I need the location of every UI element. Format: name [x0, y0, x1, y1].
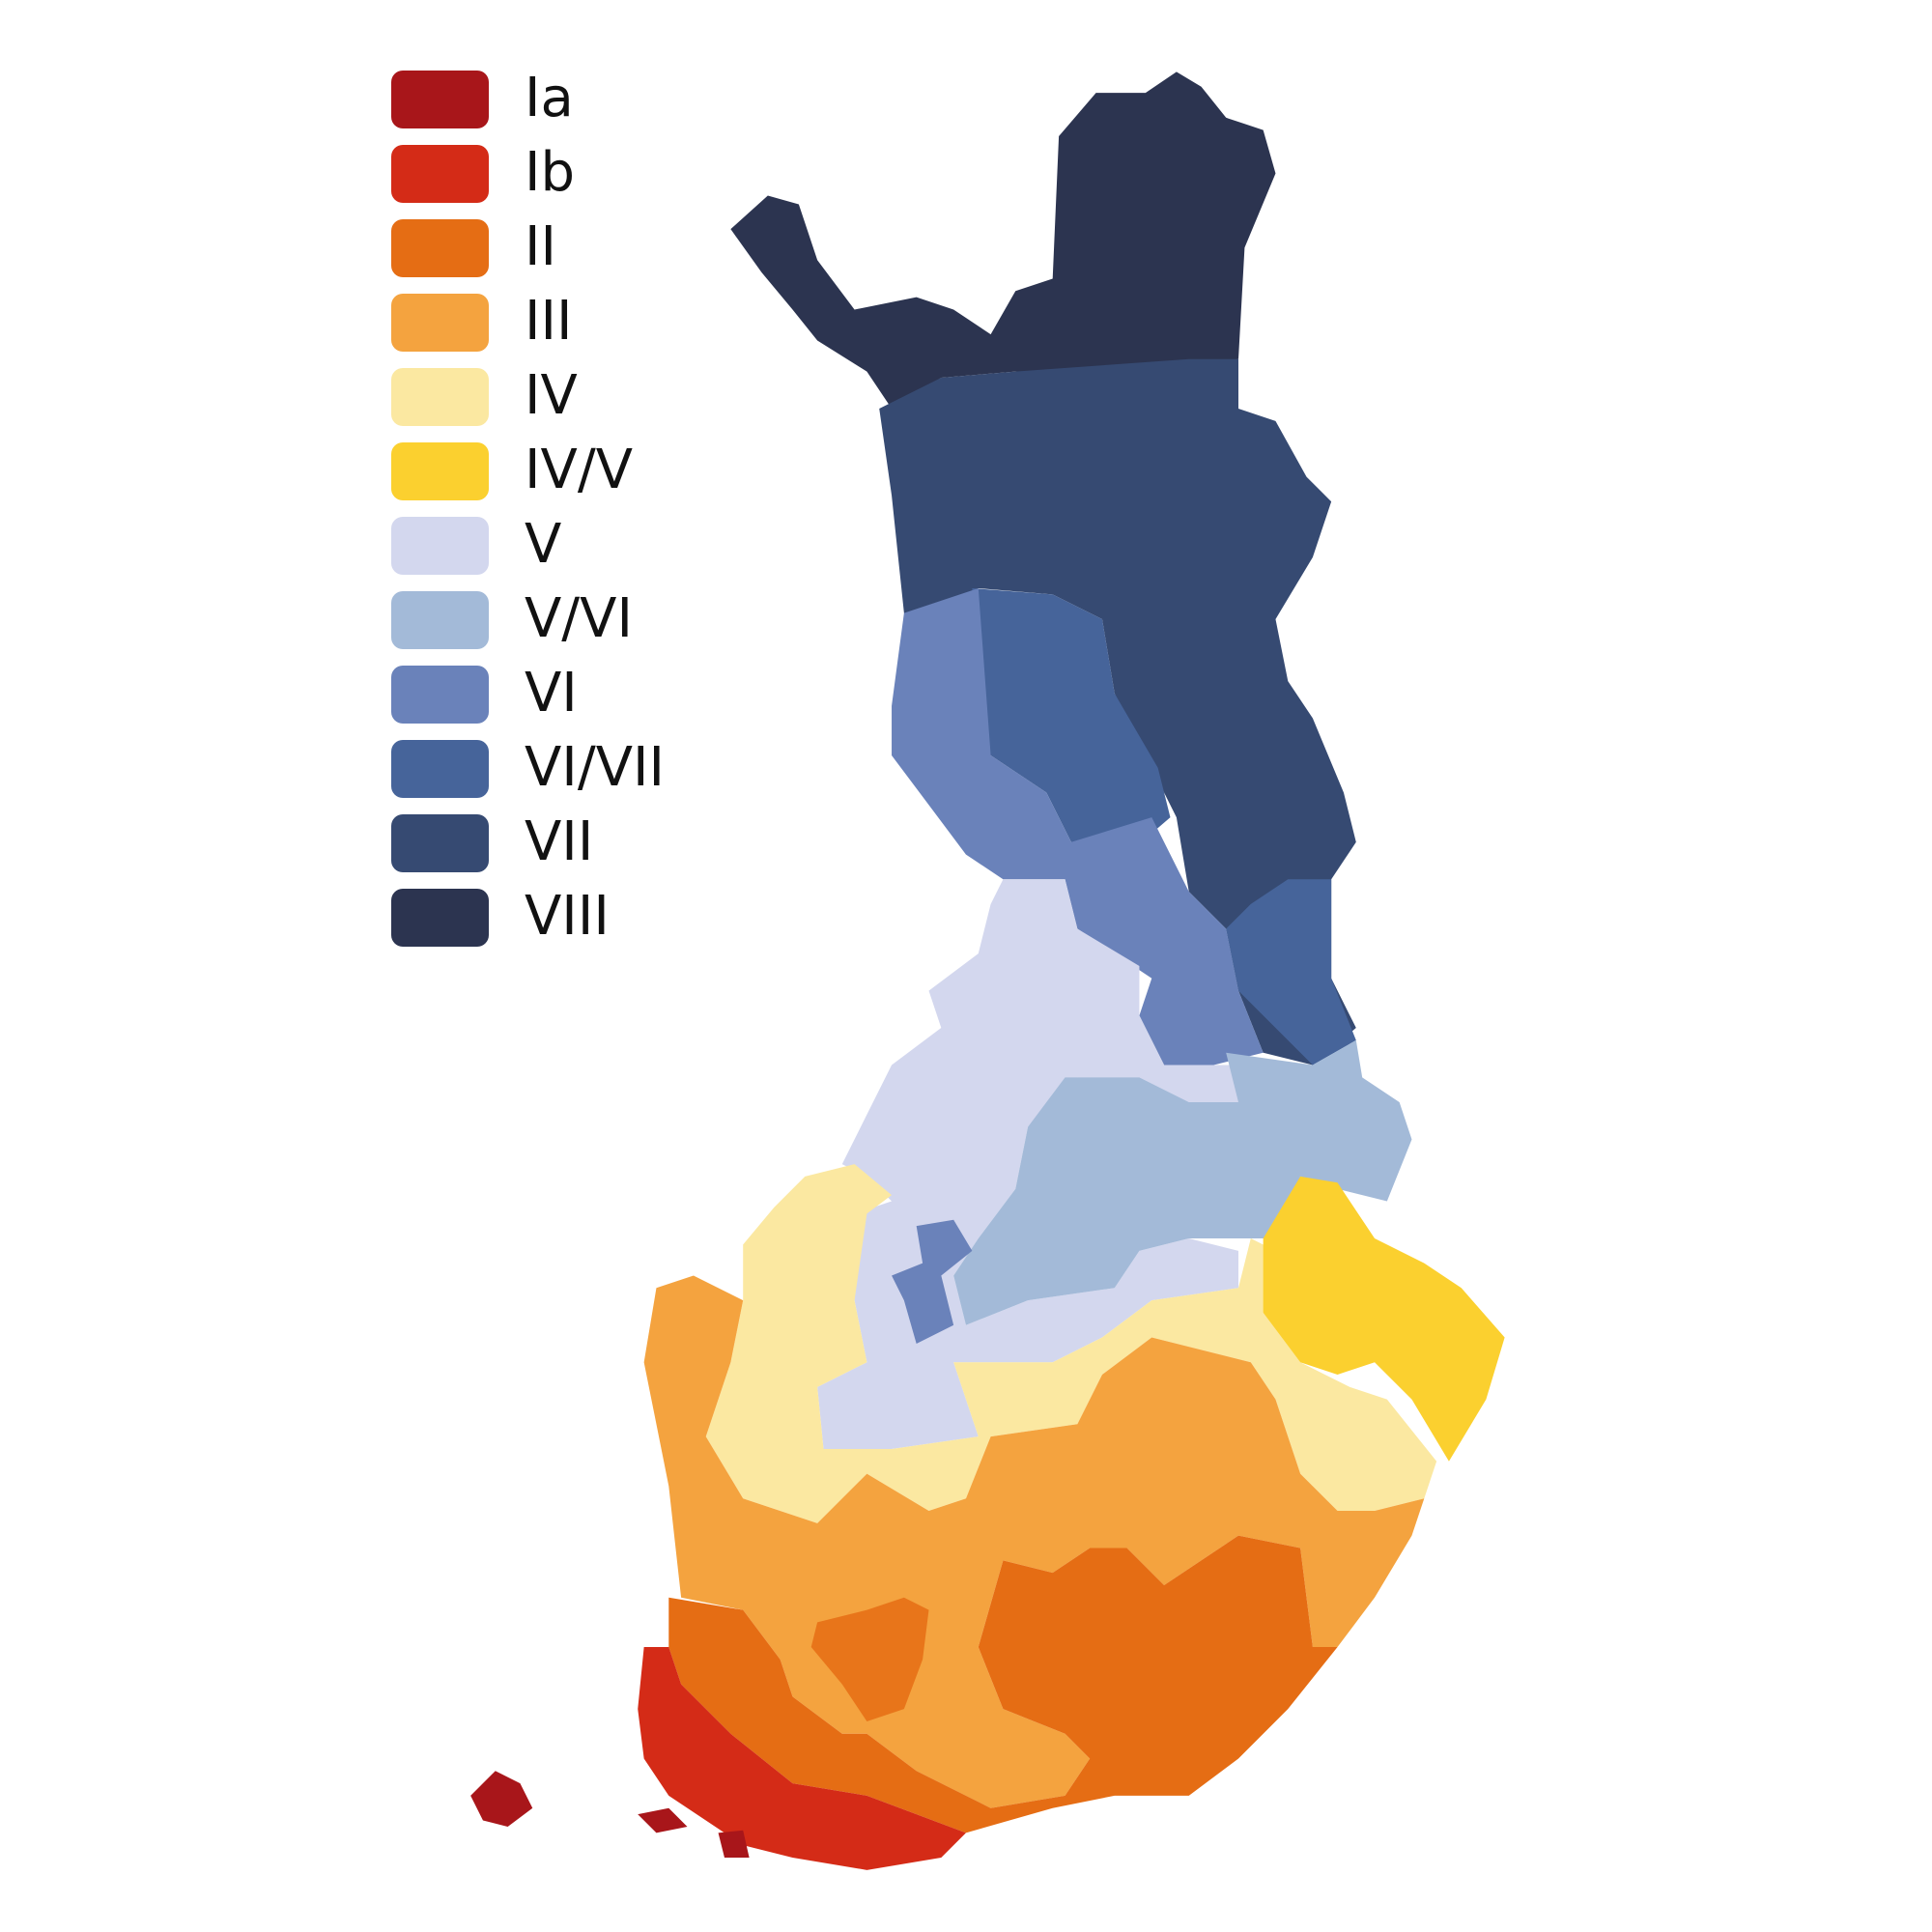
legend-label: VII: [525, 810, 593, 873]
zone-region: [892, 1219, 973, 1344]
legend-swatch: [391, 814, 489, 872]
zone-region: [953, 1039, 1412, 1325]
legend-swatch: [391, 517, 489, 575]
legend-swatch: [391, 71, 489, 128]
zone-region: [1263, 1176, 1505, 1462]
zone-region: [810, 1597, 929, 1721]
zone-region: [638, 1647, 966, 1870]
zone-region: [892, 587, 1264, 1065]
zone-region: [718, 1830, 750, 1859]
legend-swatch: [391, 145, 489, 203]
zone-region: [730, 71, 1276, 410]
zone-region: [1226, 879, 1356, 1065]
zone-region: [470, 1771, 533, 1827]
zone-region: [879, 358, 1356, 1065]
legend-swatch: [391, 666, 489, 724]
legend-label: Ia: [525, 67, 574, 129]
legend-label: II: [525, 215, 556, 278]
zone-region: [705, 1164, 1437, 1523]
legend-swatch: [391, 294, 489, 352]
legend-swatch: [391, 889, 489, 947]
finland-map: [470, 71, 1505, 1870]
legend-label: V/VI: [525, 587, 633, 650]
legend-label: VI/VII: [525, 736, 665, 799]
legend-swatch: [391, 219, 489, 277]
legend-label: Ib: [525, 141, 575, 204]
legend-label: IV/V: [525, 439, 633, 501]
legend-label: III: [525, 290, 573, 353]
legend-swatch: [391, 591, 489, 649]
legend-label: VI: [525, 662, 578, 724]
legend-label: VIII: [525, 885, 610, 948]
zone-region: [668, 1535, 1338, 1833]
legend-label: V: [525, 513, 561, 576]
zone-region: [638, 1807, 688, 1833]
legend-label: IV: [525, 364, 578, 427]
zone-region: [972, 587, 1171, 855]
legend-swatch: [391, 442, 489, 500]
legend-swatch: [391, 368, 489, 426]
legend-swatch: [391, 740, 489, 798]
